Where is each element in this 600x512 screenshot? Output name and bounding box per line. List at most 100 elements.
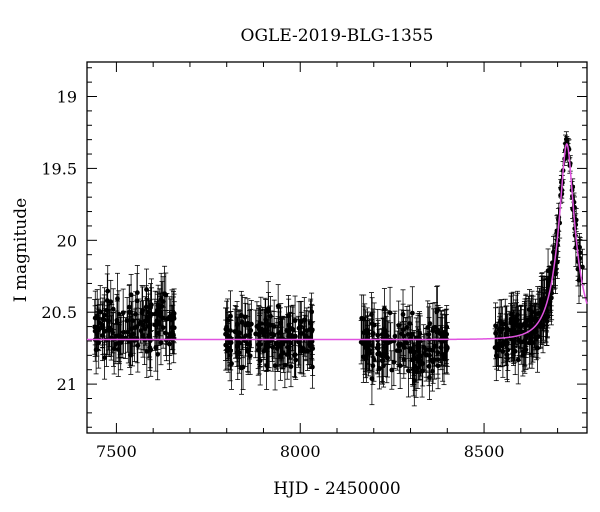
- chart-title: OGLE-2019-BLG-1355: [241, 26, 434, 46]
- data-point: [493, 307, 499, 360]
- y-tick-label: 19.5: [41, 159, 77, 178]
- point-marker: [391, 359, 397, 365]
- data-point: [243, 302, 249, 348]
- point-marker: [257, 358, 263, 364]
- data-point: [416, 340, 422, 381]
- data-point: [391, 338, 397, 387]
- data-point: [276, 308, 282, 360]
- data-point: [388, 322, 394, 361]
- point-marker: [223, 342, 229, 348]
- point-marker: [416, 358, 422, 364]
- point-marker: [535, 311, 541, 316]
- x-tick-label: 7500: [96, 442, 137, 461]
- point-marker: [301, 317, 307, 323]
- data-point: [443, 309, 449, 362]
- point-marker: [128, 292, 134, 298]
- point-marker: [522, 348, 528, 354]
- point-marker: [543, 313, 549, 319]
- point-marker: [290, 327, 296, 333]
- axis-ticks: 7500 8000 8500 19 19.5 20 20.5 21: [41, 62, 587, 461]
- data-point: [301, 297, 307, 343]
- point-marker: [434, 329, 440, 335]
- point-marker: [253, 331, 259, 337]
- data-point: [307, 319, 313, 366]
- data-point: [427, 303, 433, 344]
- point-marker: [492, 345, 498, 350]
- point-marker: [140, 307, 146, 313]
- point-marker: [441, 356, 447, 362]
- point-marker: [106, 327, 112, 333]
- data-point: [96, 309, 102, 352]
- point-marker: [516, 338, 522, 344]
- data-point: [170, 315, 176, 355]
- point-marker: [225, 333, 231, 338]
- data-point: [370, 308, 376, 358]
- point-marker: [247, 353, 253, 359]
- point-marker: [271, 323, 277, 329]
- data-point: [116, 313, 122, 359]
- point-marker: [164, 316, 170, 322]
- point-marker: [401, 357, 407, 362]
- data-point: [238, 341, 244, 395]
- point-marker: [423, 347, 429, 353]
- data-point: [130, 294, 136, 347]
- point-marker: [526, 340, 532, 346]
- data-point: [134, 273, 140, 329]
- data-point: [140, 286, 146, 334]
- data-point: [522, 327, 528, 374]
- data-point: [407, 329, 413, 368]
- point-marker: [309, 329, 315, 334]
- point-marker: [509, 311, 515, 317]
- point-marker: [286, 344, 292, 350]
- data-point: [264, 341, 270, 390]
- y-tick-label: 20: [57, 231, 77, 250]
- data-point: [100, 310, 106, 362]
- point-marker: [406, 368, 411, 374]
- point-marker: [374, 345, 380, 351]
- data-point: [116, 322, 122, 365]
- point-marker: [261, 332, 267, 338]
- point-marker: [371, 357, 377, 363]
- point-marker: [143, 318, 148, 324]
- point-marker: [577, 244, 582, 250]
- point-marker: [511, 337, 517, 343]
- data-point: [300, 322, 306, 375]
- point-marker: [550, 260, 555, 266]
- data-point: [411, 354, 417, 407]
- data-point: [128, 273, 134, 316]
- point-marker: [580, 264, 585, 270]
- point-marker: [392, 333, 398, 339]
- data-point: [430, 350, 436, 392]
- data-point: [273, 318, 279, 370]
- point-marker: [264, 363, 269, 368]
- point-marker: [147, 332, 152, 338]
- point-marker: [407, 346, 413, 351]
- x-tick-label: 8500: [464, 442, 505, 461]
- point-marker: [300, 346, 306, 351]
- point-marker: [96, 327, 102, 333]
- data-point: [425, 300, 431, 355]
- point-marker: [426, 363, 432, 369]
- x-axis-label: HJD - 2450000: [273, 479, 401, 499]
- y-tick-label: 19: [57, 88, 77, 107]
- point-marker: [128, 352, 134, 358]
- data-point: [256, 305, 262, 353]
- data-point: [92, 299, 98, 355]
- point-marker: [369, 321, 375, 327]
- data-point: [387, 286, 393, 339]
- point-marker: [247, 332, 252, 338]
- data-point: [223, 319, 229, 371]
- point-marker: [493, 330, 498, 336]
- data-point: [261, 310, 267, 360]
- point-marker: [273, 341, 279, 347]
- point-marker: [528, 320, 534, 326]
- point-marker: [396, 342, 401, 347]
- point-marker: [92, 324, 98, 330]
- data-point: [361, 294, 367, 344]
- point-marker: [266, 309, 271, 314]
- point-marker: [248, 321, 254, 327]
- data-points: [92, 131, 585, 407]
- plot-area: [86, 61, 588, 434]
- point-marker: [275, 303, 281, 309]
- data-point: [434, 307, 440, 357]
